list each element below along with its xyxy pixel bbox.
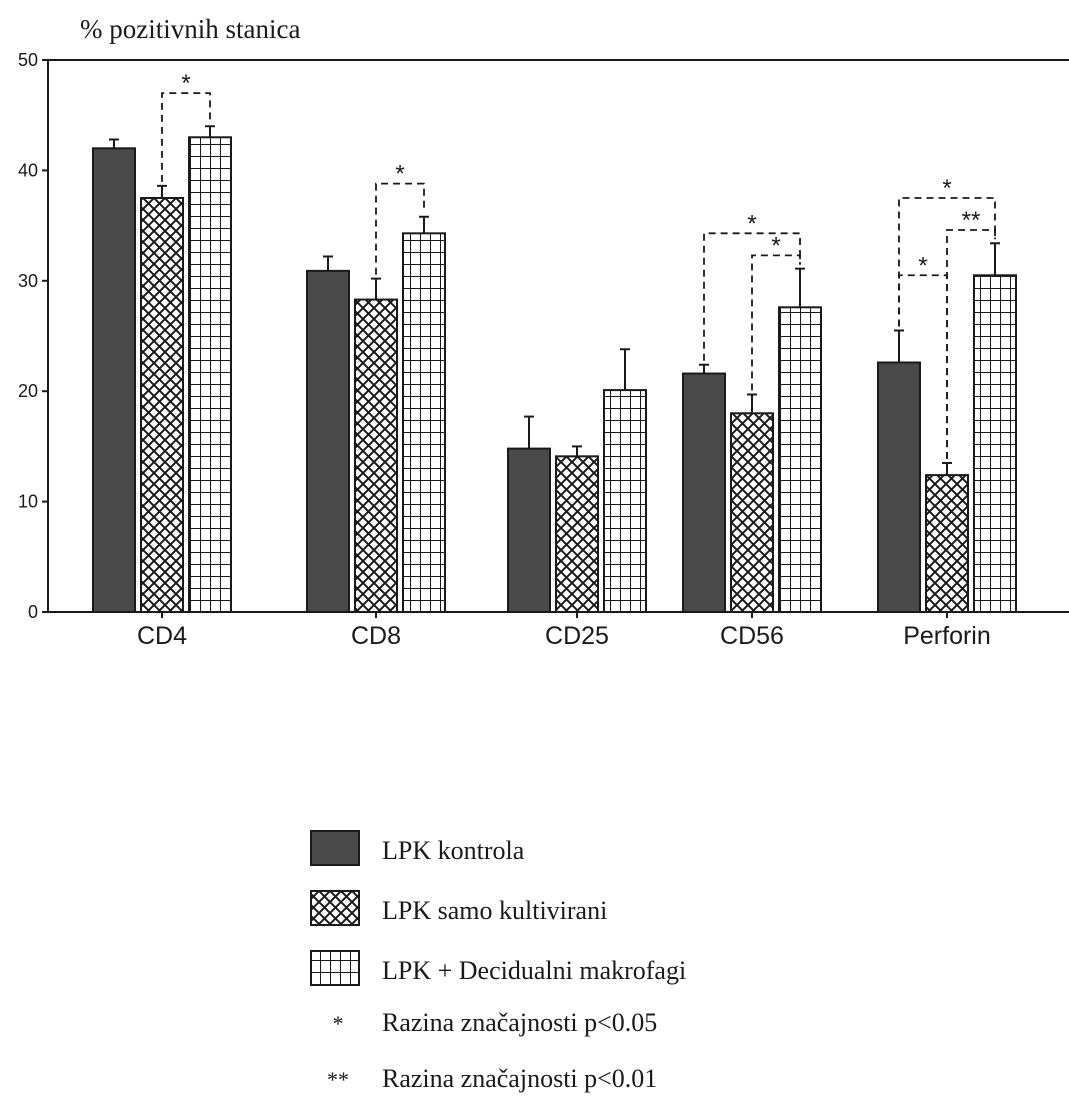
- bar: [730, 412, 774, 613]
- bar: [778, 306, 822, 613]
- y-tick-label: 30: [18, 271, 38, 291]
- bar: [603, 389, 647, 614]
- significance-brackets: ********: [161, 70, 996, 459]
- legend-swatch: [310, 950, 360, 986]
- legend-note-symbol: **: [327, 1067, 349, 1092]
- significance-star: *: [181, 70, 190, 97]
- legend-swatch: [310, 830, 360, 866]
- legend: LPK kontrola LPK samo kultivirani LPK + De…: [310, 830, 686, 1093]
- y-axis-label: % pozitivnih stanica: [80, 14, 300, 44]
- bar: [682, 372, 726, 614]
- bars: [92, 125, 1017, 614]
- bar: [188, 136, 232, 613]
- significance-bracket: [751, 254, 801, 391]
- y-tick-label: 10: [18, 492, 38, 512]
- bar: [354, 298, 398, 613]
- significance-star: *: [942, 175, 951, 202]
- significance-bracket: [946, 229, 996, 459]
- y-tick-label: 50: [18, 50, 38, 70]
- significance-bracket: [375, 182, 425, 275]
- bar: [973, 274, 1017, 613]
- significance-star: *: [771, 232, 780, 259]
- significance-bracket: [898, 197, 996, 327]
- y-tick-label: 40: [18, 160, 38, 180]
- x-tick-label: CD8: [351, 622, 401, 650]
- legend-label: LPK samo kultivirani: [382, 896, 607, 925]
- significance-star: *: [395, 161, 404, 188]
- significance-bracket: [703, 232, 801, 361]
- y-tick-label: 20: [18, 381, 38, 401]
- bar: [92, 147, 136, 613]
- bar: [507, 447, 551, 613]
- bar: [306, 269, 350, 613]
- legend-label: LPK kontrola: [382, 836, 525, 865]
- legend-note-symbol: *: [333, 1011, 344, 1036]
- x-tick-label: CD25: [545, 622, 609, 650]
- x-tick-label: Perforin: [903, 622, 991, 650]
- bar: [877, 361, 921, 613]
- bar: [402, 232, 446, 613]
- legend-label: LPK + Decidualni makrofagi: [382, 956, 686, 985]
- bar: [555, 455, 599, 613]
- y-tick-label: 0: [28, 602, 38, 622]
- significance-star: *: [918, 252, 927, 279]
- bar: [925, 474, 969, 613]
- significance-star: **: [962, 207, 981, 234]
- significance-bracket: [161, 92, 211, 182]
- legend-swatch: [310, 890, 360, 926]
- x-tick-label: CD56: [720, 622, 784, 650]
- significance-star: *: [747, 210, 756, 237]
- x-tick-label: CD4: [137, 622, 187, 650]
- legend-note-text: Razina značajnosti p<0.01: [382, 1064, 657, 1093]
- bar: [140, 197, 184, 613]
- legend-note-text: Razina značajnosti p<0.05: [382, 1008, 657, 1037]
